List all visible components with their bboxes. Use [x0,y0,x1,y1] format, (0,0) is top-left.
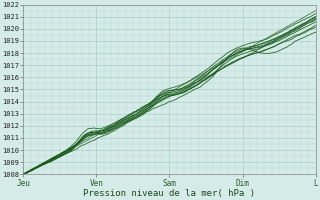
X-axis label: Pression niveau de la mer( hPa ): Pression niveau de la mer( hPa ) [84,189,255,198]
